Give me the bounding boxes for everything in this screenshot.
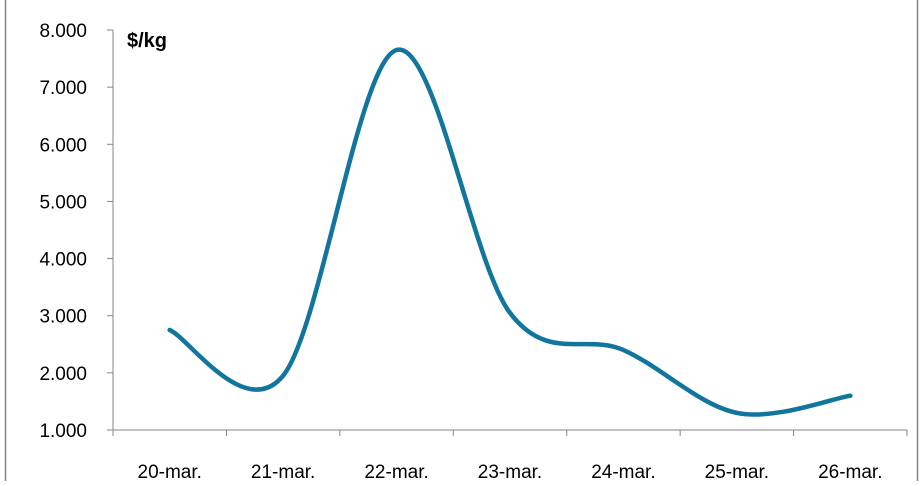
y-tick-label: 3.000 — [39, 307, 87, 328]
y-tick-label: 5.000 — [39, 192, 87, 213]
data-point — [394, 47, 399, 53]
y-tick-label: 1.000 — [39, 421, 87, 442]
x-tick-label: 22-mar. — [364, 462, 428, 481]
data-point — [734, 410, 740, 416]
y-tick-label: 7.000 — [39, 78, 87, 99]
axes — [107, 29, 908, 436]
chart-border — [4, 0, 919, 486]
x-tick-label: 26-mar. — [818, 462, 882, 481]
x-tick-label: 21-mar. — [251, 462, 315, 481]
y-tick-label: 4.000 — [39, 250, 87, 271]
y-tick-labels: 1.000 2.000 3.000 4.000 5.000 6.000 7.000 8.000 — [39, 21, 87, 442]
unit-label: $/kg — [127, 30, 167, 52]
data-point — [280, 373, 286, 378]
data-point — [621, 347, 626, 353]
x-tick-label: 25-mar. — [705, 462, 769, 481]
x-tick-label: 20-mar. — [138, 462, 202, 481]
x-tick-label: 23-mar. — [478, 462, 542, 481]
x-tick-labels: 20-mar. 21-mar. 22-mar. 23-mar. 24-mar. 25-ma… — [138, 462, 883, 483]
y-tick-label: 6.000 — [39, 135, 87, 156]
series-group — [167, 47, 853, 417]
series-line — [167, 47, 853, 417]
data-point — [507, 310, 513, 316]
data-point — [848, 393, 853, 398]
data-point — [167, 327, 172, 333]
y-tick-label: 2.000 — [39, 364, 87, 385]
x-tick-label: 24-mar. — [591, 462, 655, 481]
y-tick-label: 8.000 — [39, 21, 87, 42]
